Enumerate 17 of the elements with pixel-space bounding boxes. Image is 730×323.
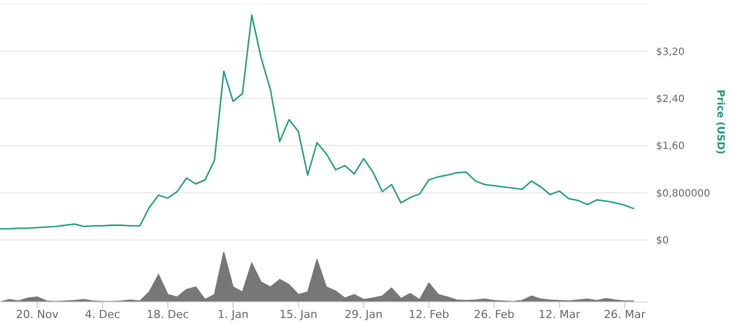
x-tick-label: 20. Nov <box>16 308 60 321</box>
x-tick-label: 15. Jan <box>279 308 318 321</box>
x-tick-label: 26. Mar <box>604 308 646 321</box>
y-tick-label: $3,20 <box>656 46 685 58</box>
y-tick-label: $0 <box>656 236 669 247</box>
y-tick-label: $0,800000 <box>656 188 710 200</box>
line-series <box>0 14 635 230</box>
x-tick-label: 12. Feb <box>408 308 450 321</box>
y-tick-label: $2,40 <box>656 94 685 105</box>
x-tick-label: 26. Feb <box>474 308 514 321</box>
x-tick-label: 12. Mar <box>538 308 581 321</box>
y-tick-label: $1,60 <box>656 141 685 152</box>
x-tick-label: 29. Jan <box>344 308 383 321</box>
x-tick-label: 4. Dec <box>84 308 120 321</box>
x-tick-label: 1. Jan <box>218 308 249 321</box>
x-tick-label: 18. Dec <box>146 308 189 321</box>
y-axis-title: Price (USD) <box>714 90 726 154</box>
